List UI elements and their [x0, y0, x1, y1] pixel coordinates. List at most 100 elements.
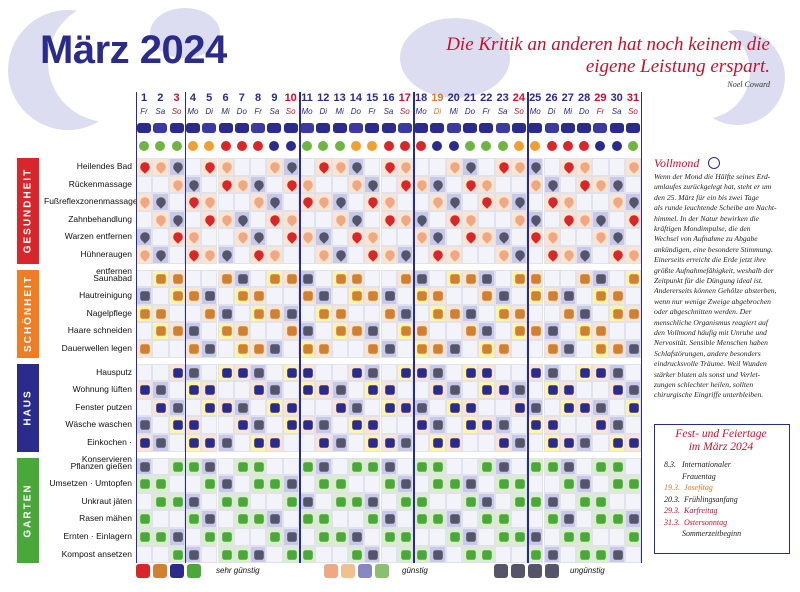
activity-symbol-icon — [219, 177, 234, 192]
day-cell — [266, 528, 283, 546]
activity-symbol-icon — [335, 496, 346, 507]
activity-symbol-icon — [629, 308, 639, 319]
day-cell — [347, 492, 365, 511]
activity-symbol-icon — [384, 514, 395, 525]
day-cell — [299, 228, 316, 246]
activity-symbol-icon — [612, 438, 623, 448]
vollmond-title: Vollmond — [654, 156, 700, 170]
day-cell — [462, 304, 479, 323]
day-cell — [233, 158, 251, 176]
day-cell — [559, 269, 577, 288]
day-cell — [462, 193, 479, 211]
day-weekday: Do — [578, 107, 590, 116]
activity-symbol-icon — [629, 402, 639, 413]
activity-symbol-icon — [612, 549, 623, 560]
day-number: 26 — [545, 92, 558, 104]
activity-symbol-icon — [629, 514, 639, 525]
day-cell — [266, 269, 283, 288]
activity-symbol-icon — [368, 291, 378, 301]
day-cell — [396, 381, 414, 399]
activity-symbol-icon — [449, 273, 460, 284]
activity-symbol-icon — [529, 160, 543, 174]
day-cell — [445, 545, 462, 564]
activity-symbol-icon — [433, 367, 444, 378]
activity-symbol-icon — [547, 549, 558, 560]
day-cell — [576, 210, 593, 229]
day-cell — [217, 528, 234, 546]
day-cell — [347, 210, 365, 229]
activity-symbol-icon — [317, 248, 332, 262]
day-cell — [413, 398, 430, 417]
day-cell — [201, 322, 218, 340]
activity-symbol-icon — [301, 230, 315, 245]
vollmond-text-line: stärker bluten als sonst und Verlet- — [654, 369, 761, 379]
day-cell — [380, 158, 397, 176]
day-cell — [396, 398, 414, 417]
day-weekday: Sa — [269, 107, 280, 116]
day-cell — [168, 457, 185, 476]
day-cell — [152, 510, 169, 528]
day-cell — [364, 340, 381, 358]
day-cell — [331, 304, 348, 323]
activity-symbol-icon — [531, 402, 541, 413]
day-cell — [184, 210, 202, 229]
day-cell — [625, 340, 642, 358]
activity-symbol-icon — [154, 160, 169, 174]
day-cell — [299, 158, 316, 176]
day-cell — [168, 381, 185, 399]
activity-symbol-icon — [335, 326, 346, 337]
day-cell — [266, 193, 283, 211]
day-cell — [543, 228, 560, 246]
day-cell — [494, 193, 511, 211]
day-cell — [543, 322, 560, 340]
activity-symbol-icon — [417, 461, 427, 472]
activity-symbol-icon — [270, 438, 281, 448]
activity-symbol-icon — [189, 385, 199, 395]
day-cell — [380, 269, 397, 288]
activity-symbol-icon — [515, 326, 525, 337]
day-cell — [543, 340, 560, 358]
activity-symbol-icon — [221, 326, 232, 337]
legend-mid-icon — [324, 564, 338, 578]
activity-symbol-icon — [138, 160, 152, 174]
day-cell — [429, 210, 446, 229]
day-cell — [136, 228, 153, 246]
day-cell — [266, 158, 283, 176]
moon-shape-center — [150, 8, 220, 58]
activity-symbol-icon — [286, 532, 297, 542]
day-cell — [184, 287, 202, 305]
day-cell — [494, 304, 511, 323]
day-cell — [576, 381, 593, 399]
day-cell — [559, 304, 577, 323]
activity-symbol-icon — [187, 248, 201, 262]
full-moon-icon — [708, 157, 720, 169]
legend-great-icon — [187, 564, 201, 578]
day-cell — [413, 475, 430, 493]
legend-bad-icon — [528, 564, 542, 578]
activity-symbol-icon — [612, 308, 623, 319]
day-cell — [543, 175, 560, 194]
day-cell — [543, 492, 560, 511]
activity-symbol-icon — [368, 344, 378, 354]
activity-symbol-icon — [629, 344, 639, 354]
activity-symbol-icon — [531, 461, 541, 472]
row-label: Fenster putzen — [75, 401, 132, 412]
activity-symbol-icon — [333, 195, 348, 209]
activity-symbol-icon — [515, 385, 525, 395]
activity-symbol-icon — [352, 496, 362, 507]
day-cell — [625, 158, 642, 176]
activity-symbol-icon — [547, 438, 558, 448]
vollmond-text-line: oder abgeschnitten werden. Der — [654, 307, 752, 317]
activity-symbol-icon — [254, 385, 264, 395]
day-cell — [608, 398, 625, 417]
activity-symbol-icon — [562, 195, 576, 209]
day-cell — [494, 287, 511, 305]
day-cell — [136, 398, 153, 417]
activity-symbol-icon — [515, 438, 525, 448]
activity-symbol-icon — [303, 461, 313, 472]
day-cell — [266, 363, 283, 382]
zodiac-sign-icon — [577, 123, 592, 133]
activity-symbol-icon — [350, 230, 364, 245]
day-cell — [331, 175, 348, 194]
day-cell — [282, 434, 299, 452]
